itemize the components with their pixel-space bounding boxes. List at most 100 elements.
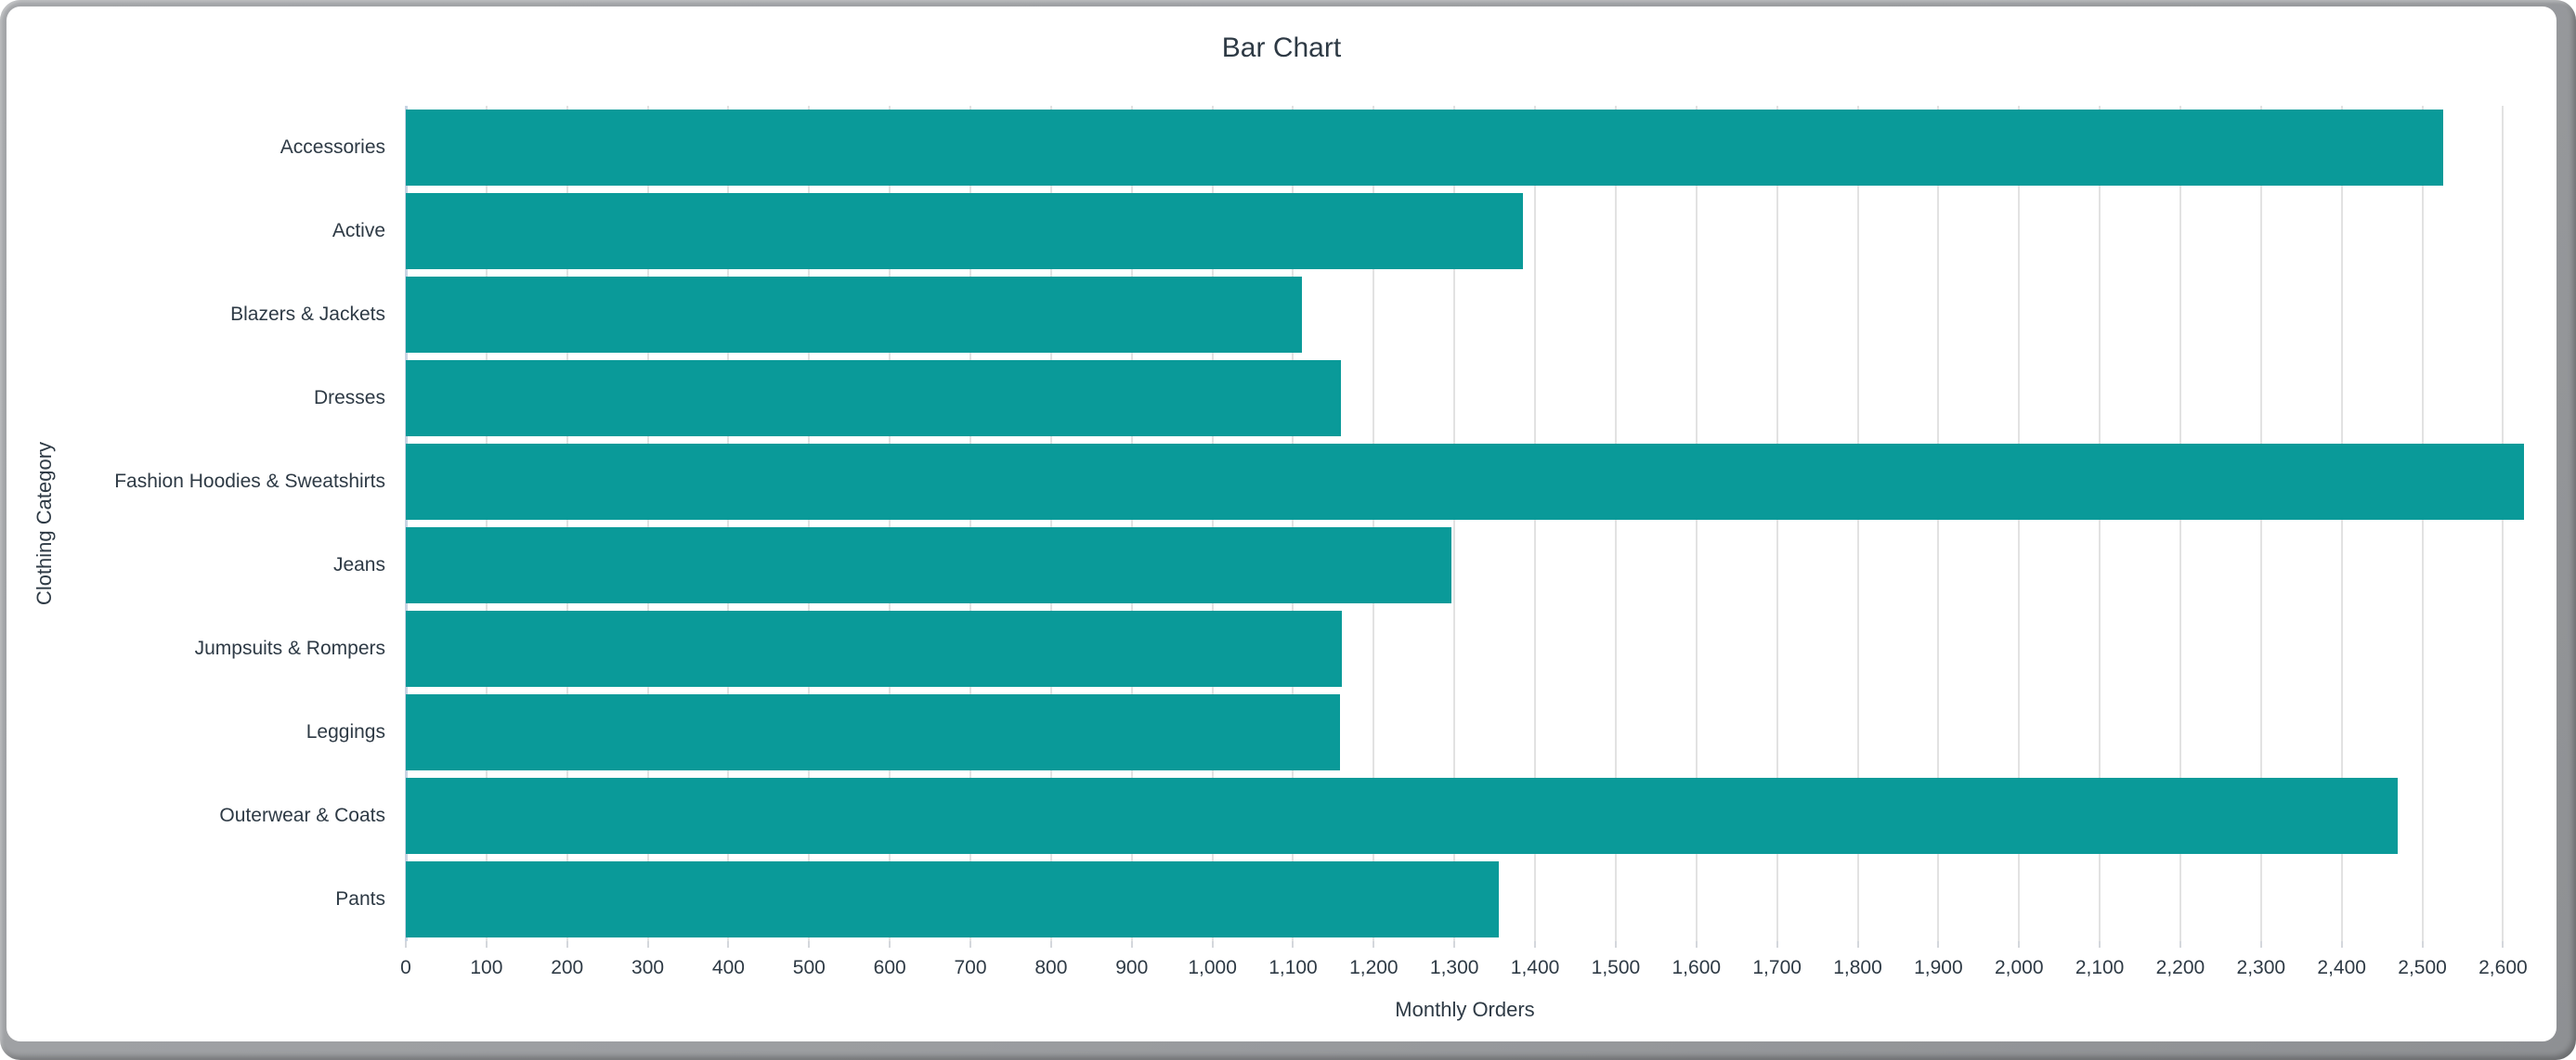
- category-label-jumpsuits-rompers: Jumpsuits & Rompers: [194, 638, 385, 659]
- gridline-500: [808, 106, 811, 941]
- x-tick-mark-2100: [2099, 941, 2101, 948]
- x-tick-label-2400: 2,400: [2317, 957, 2366, 978]
- x-tick-label-900: 900: [1115, 957, 1149, 978]
- x-axis-title: Monthly Orders: [1395, 998, 1535, 1021]
- x-tick-mark-900: [1130, 941, 1133, 948]
- x-tick-label-500: 500: [792, 957, 826, 978]
- x-tick-label-1200: 1,200: [1349, 957, 1399, 978]
- bar-pants[interactable]: [406, 861, 1499, 937]
- x-tick-label-1500: 1,500: [1591, 957, 1641, 978]
- gridline-300: [646, 106, 649, 941]
- x-tick-mark-100: [485, 941, 488, 948]
- x-tick-label-2300: 2,300: [2236, 957, 2286, 978]
- gridline-2300: [2259, 106, 2262, 941]
- x-tick-mark-1300: [1453, 941, 1456, 948]
- category-label-active: Active: [332, 220, 385, 241]
- gridline-700: [969, 106, 972, 941]
- gridline-2600: [2502, 106, 2504, 941]
- x-tick-mark-2300: [2259, 941, 2262, 948]
- gridline-2500: [2421, 106, 2424, 941]
- x-tick-label-1900: 1,900: [1914, 957, 1963, 978]
- x-tick-mark-300: [646, 941, 649, 948]
- bar-jumpsuits-rompers[interactable]: [406, 611, 1342, 687]
- x-tick-mark-2200: [2179, 941, 2181, 948]
- x-tick-mark-0: [405, 941, 407, 948]
- gridline-2200: [2179, 106, 2181, 941]
- x-tick-mark-1700: [1776, 941, 1778, 948]
- x-tick-mark-600: [889, 941, 891, 948]
- bar-jeans[interactable]: [406, 527, 1451, 603]
- x-tick-label-1400: 1,400: [1510, 957, 1560, 978]
- chart-canvas: Bar Chart Clothing Category Accessories A…: [7, 6, 2556, 1041]
- x-tick-label-300: 300: [631, 957, 665, 978]
- x-tick-mark-400: [727, 941, 730, 948]
- x-tick-mark-1900: [1937, 941, 1940, 948]
- bar-blazers-jackets[interactable]: [406, 277, 1303, 353]
- category-label-leggings: Leggings: [306, 721, 385, 743]
- gridline-1700: [1776, 106, 1778, 941]
- x-tick-label-700: 700: [954, 957, 987, 978]
- gridline-400: [727, 106, 730, 941]
- x-tick-label-2200: 2,200: [2155, 957, 2205, 978]
- x-tick-mark-1000: [1211, 941, 1214, 948]
- category-label-blazers-jackets: Blazers & Jackets: [230, 304, 385, 325]
- bar-dresses[interactable]: [406, 360, 1341, 436]
- x-tick-mark-500: [808, 941, 811, 948]
- x-tick-mark-1100: [1292, 941, 1295, 948]
- gridline-900: [1130, 106, 1133, 941]
- x-tick-label-1100: 1,100: [1268, 957, 1318, 978]
- gridline-600: [889, 106, 891, 941]
- x-tick-label-2600: 2,600: [2478, 957, 2528, 978]
- gridline-1300: [1453, 106, 1456, 941]
- gridline-1200: [1373, 106, 1375, 941]
- gridline-1500: [1614, 106, 1617, 941]
- x-tick-mark-2000: [2018, 941, 2021, 948]
- x-tick-label-2100: 2,100: [2075, 957, 2125, 978]
- category-label-pants: Pants: [335, 888, 385, 910]
- x-tick-label-2500: 2,500: [2398, 957, 2447, 978]
- x-tick-label-1300: 1,300: [1429, 957, 1479, 978]
- bar-fashion-hoodies-sweatshirts[interactable]: [406, 444, 2524, 520]
- bar-active[interactable]: [406, 193, 1524, 269]
- x-tick-mark-2400: [2340, 941, 2343, 948]
- gridline-200: [566, 106, 568, 941]
- x-tick-label-800: 800: [1034, 957, 1068, 978]
- gridline-2000: [2018, 106, 2021, 941]
- bar-outerwear-coats[interactable]: [406, 778, 2399, 854]
- x-tick-mark-1800: [1856, 941, 1859, 948]
- x-tick-label-100: 100: [470, 957, 503, 978]
- x-tick-mark-2600: [2502, 941, 2504, 948]
- category-label-accessories: Accessories: [280, 136, 385, 158]
- gridline-1100: [1292, 106, 1295, 941]
- gridline-2400: [2340, 106, 2343, 941]
- category-label-jeans: Jeans: [332, 554, 385, 575]
- plot-area: [405, 106, 2524, 941]
- chart-title: Bar Chart: [1221, 32, 1342, 63]
- gridline-1900: [1937, 106, 1940, 941]
- x-tick-mark-1600: [1695, 941, 1698, 948]
- bar-accessories[interactable]: [406, 110, 2444, 186]
- x-tick-mark-1400: [1534, 941, 1537, 948]
- category-label-outerwear-coats: Outerwear & Coats: [219, 805, 385, 826]
- x-tick-mark-800: [1049, 941, 1052, 948]
- x-tick-label-1800: 1,800: [1833, 957, 1882, 978]
- gridline-1800: [1856, 106, 1859, 941]
- x-tick-mark-1500: [1614, 941, 1617, 948]
- gridline-1600: [1695, 106, 1698, 941]
- gridline-800: [1049, 106, 1052, 941]
- x-tick-label-400: 400: [711, 957, 745, 978]
- bar-leggings[interactable]: [406, 694, 1340, 770]
- x-tick-mark-200: [566, 941, 568, 948]
- gridline-1400: [1534, 106, 1537, 941]
- x-tick-label-1000: 1,000: [1188, 957, 1237, 978]
- x-tick-mark-1200: [1373, 941, 1375, 948]
- x-tick-label-1600: 1,600: [1672, 957, 1722, 978]
- category-label-dresses: Dresses: [313, 387, 385, 408]
- category-label-fashion-hoodies-sweatshirts: Fashion Hoodies & Sweatshirts: [114, 471, 385, 492]
- gridline-2100: [2099, 106, 2101, 941]
- x-tick-label-1700: 1,700: [1752, 957, 1802, 978]
- x-tick-label-200: 200: [551, 957, 584, 978]
- x-tick-label-600: 600: [873, 957, 906, 978]
- x-tick-mark-2500: [2421, 941, 2424, 948]
